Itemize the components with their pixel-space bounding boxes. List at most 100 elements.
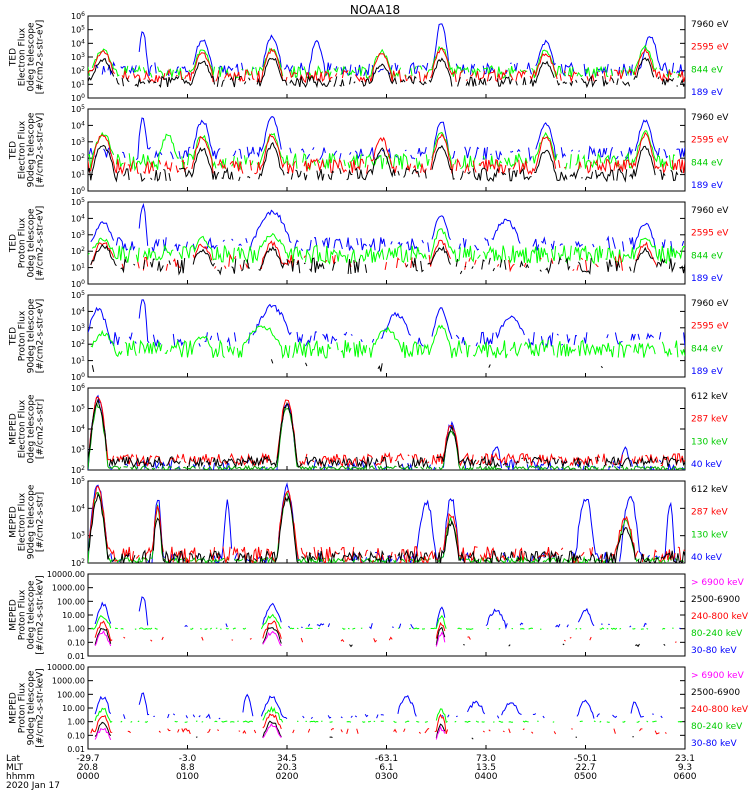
series-line-287-kev bbox=[88, 396, 685, 468]
legend-label: 2595 eV bbox=[691, 43, 729, 53]
legend-label: 189 eV bbox=[691, 88, 724, 98]
y-axis-title: TEDElectron Flux0deg telescope[#/cm2-s-s… bbox=[9, 20, 46, 95]
series-line-30-80-kev bbox=[95, 693, 681, 719]
series-line-80-240-kev bbox=[95, 707, 685, 722]
time-axis-row-label: hhmm bbox=[6, 772, 35, 782]
legend-label: 844 eV bbox=[691, 158, 724, 168]
panel-frame bbox=[87, 294, 686, 378]
series-line-7960-ev bbox=[88, 57, 685, 89]
legend-label: 240-800 keV bbox=[691, 705, 749, 715]
y-tick-label: 100.00 bbox=[57, 597, 85, 606]
panels-group: 100 101 102 103 104 105 106 TEDElectron Flux0de… bbox=[9, 11, 749, 754]
legend-label: 130 keV bbox=[691, 437, 728, 447]
panel-ted-e-0: 100 101 102 103 104 105 106 TEDElectron Flux0de… bbox=[9, 11, 730, 103]
legend-label: 7960 eV bbox=[691, 113, 729, 123]
y-tick-label: 0.01 bbox=[67, 745, 85, 754]
y-tick-label: 102 bbox=[71, 153, 85, 163]
legend-label: 189 eV bbox=[691, 274, 724, 284]
legend-label: 7960 eV bbox=[691, 299, 729, 309]
panel-mep-p-0: 0.01 0.10 1.00 10.00 100.00 1000.00 10000.00ME… bbox=[9, 570, 749, 661]
y-tick-label: 105 bbox=[71, 104, 85, 114]
series-line-189-ev bbox=[88, 299, 685, 349]
y-axis-title: MEPEDElectron Flux90deg telescope[#/cm2-… bbox=[9, 484, 46, 559]
time-axis-row-label: Lat bbox=[6, 754, 21, 764]
y-tick-label: 10000.00 bbox=[47, 570, 85, 579]
panel-frame bbox=[87, 201, 686, 285]
time-axis-hhmm-value: 0600 bbox=[674, 772, 697, 782]
legend-label: 612 keV bbox=[691, 485, 728, 495]
time-axis-mlt-value: 6.1 bbox=[379, 763, 393, 773]
y-tick-label: 100 bbox=[71, 186, 85, 196]
y-tick-label: 103 bbox=[71, 531, 85, 541]
y-tick-label: 10000.00 bbox=[47, 663, 85, 672]
panel-mep-e-0: 102 103 104 105 106 MEPEDElectron Flux0deg te… bbox=[9, 383, 729, 475]
plot-date: 2020 Jan 17 bbox=[6, 781, 60, 791]
y-tick-label: 105 bbox=[71, 25, 85, 35]
series-line-240-800-kev bbox=[94, 620, 677, 643]
panel-ted-e-90: 100 101 102 103 104 105 TEDElectron Flux90deg … bbox=[9, 104, 730, 196]
panel-ted-p-90: 100 101 102 103 104 105 TEDProton Flux90deg te… bbox=[9, 290, 730, 382]
time-axis-hhmm-value: 0400 bbox=[475, 772, 498, 782]
y-tick-label: 0.10 bbox=[67, 638, 85, 647]
y-tick-label: 0.01 bbox=[67, 652, 85, 661]
y-tick-label: 104 bbox=[71, 120, 85, 130]
legend-label: 80-240 keV bbox=[691, 629, 743, 639]
y-tick-label: 1000.00 bbox=[52, 584, 85, 593]
legend-label: 612 keV bbox=[691, 392, 728, 402]
series-group bbox=[88, 202, 685, 276]
y-tick-label: 105 bbox=[71, 404, 85, 414]
time-axis-hhmm-value: 0500 bbox=[574, 772, 597, 782]
legend-label: 844 eV bbox=[691, 344, 724, 354]
series-line-7960-ev bbox=[92, 359, 685, 372]
series-group bbox=[88, 299, 685, 372]
legend-label: 2595 eV bbox=[691, 322, 729, 332]
y-tick-label: 101 bbox=[71, 263, 85, 273]
series-line-40-kev bbox=[88, 484, 685, 563]
y-tick-label: 103 bbox=[71, 445, 85, 455]
time-axis-lat-value: -29.7 bbox=[76, 754, 99, 764]
series-line-189-ev bbox=[90, 202, 685, 253]
y-tick-label: 104 bbox=[71, 424, 85, 434]
y-tick-label: 104 bbox=[71, 503, 85, 513]
series-line-612-kev bbox=[88, 398, 685, 469]
legend-label: 40 keV bbox=[691, 460, 723, 470]
time-axis-lat-value: 34.5 bbox=[277, 754, 297, 764]
y-tick-label: 100 bbox=[71, 279, 85, 289]
y-tick-label: 100 bbox=[71, 93, 85, 103]
legend-label: 2595 eV bbox=[691, 229, 729, 239]
series-line--6900-kev bbox=[95, 631, 644, 646]
time-axis-hhmm-value: 0300 bbox=[375, 772, 398, 782]
series-line-130-kev bbox=[88, 491, 684, 563]
legend-label: 2500-6900 bbox=[691, 688, 740, 698]
series-line-844-ev bbox=[90, 324, 685, 359]
y-tick-label: 103 bbox=[71, 323, 85, 333]
y-tick-label: 104 bbox=[71, 213, 85, 223]
y-tick-label: 0.10 bbox=[67, 731, 85, 740]
time-axis-hhmm-value: 0200 bbox=[276, 772, 299, 782]
y-tick-label: 101 bbox=[71, 79, 85, 89]
panel-mep-p-90: 0.01 0.10 1.00 10.00 100.00 1000.00 10000.00ME… bbox=[9, 663, 749, 754]
y-tick-label: 102 bbox=[71, 66, 85, 76]
y-tick-label: 101 bbox=[71, 356, 85, 366]
series-line-612-kev bbox=[88, 492, 685, 563]
series-line-844-ev bbox=[88, 228, 685, 265]
legend-label: 130 keV bbox=[691, 530, 728, 540]
series-group bbox=[88, 484, 685, 563]
panel-frame bbox=[87, 573, 686, 657]
legend-label: 7960 eV bbox=[691, 206, 729, 216]
time-axis: LatMLThhmm-29.720.80000-3.08.8010034.520… bbox=[6, 754, 697, 791]
legend-label: 844 eV bbox=[691, 65, 724, 75]
series-line-2595-ev bbox=[88, 131, 685, 176]
plot-title: NOAA18 bbox=[350, 3, 400, 17]
y-tick-label: 1.00 bbox=[67, 718, 85, 727]
legend-label: 287 keV bbox=[691, 415, 728, 425]
y-axis-title: TEDElectron Flux90deg telescope[#/cm2-s-… bbox=[9, 112, 46, 187]
y-tick-label: 100.00 bbox=[57, 690, 85, 699]
y-tick-label: 103 bbox=[71, 137, 85, 147]
legend-label: 30-80 keV bbox=[691, 646, 737, 656]
series-line-2500-6900 bbox=[95, 628, 685, 647]
series-line-240-800-kev bbox=[91, 714, 684, 734]
y-tick-label: 104 bbox=[71, 306, 85, 316]
time-axis-lat-value: -3.0 bbox=[179, 754, 197, 764]
